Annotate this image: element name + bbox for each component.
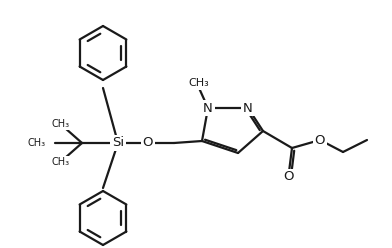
Text: O: O bbox=[315, 133, 325, 147]
Text: CH₃: CH₃ bbox=[189, 78, 209, 88]
Text: N: N bbox=[243, 101, 253, 115]
Text: O: O bbox=[284, 171, 294, 184]
Text: O: O bbox=[143, 136, 153, 150]
Text: Si: Si bbox=[112, 136, 124, 150]
Text: N: N bbox=[203, 101, 213, 115]
Text: CH₃: CH₃ bbox=[52, 157, 70, 167]
Text: CH₃: CH₃ bbox=[52, 119, 70, 129]
Text: CH₃: CH₃ bbox=[28, 138, 46, 148]
